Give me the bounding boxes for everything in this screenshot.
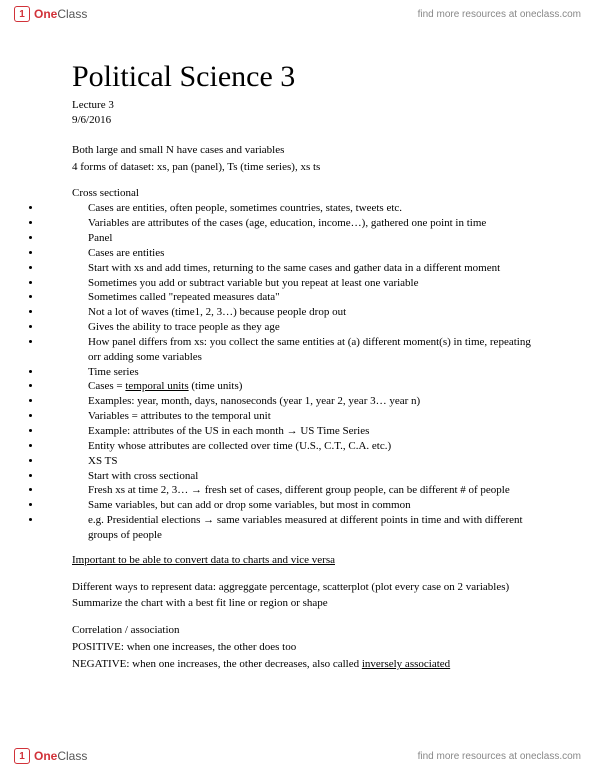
list-item: Fresh xs at time 2, 3… → fresh set of ca… <box>42 483 539 498</box>
brand-logo-footer: 1 OneClass <box>14 748 87 764</box>
lecture-date: 9/6/2016 <box>72 113 539 128</box>
logo-text-one: One <box>34 749 57 763</box>
underlined-text: temporal units <box>125 380 188 392</box>
list-item: Examples: year, month, days, nanoseconds… <box>42 394 539 409</box>
text-fragment: (time units) <box>189 380 243 392</box>
list-item: Cases are entities <box>42 246 539 261</box>
page-title: Political Science 3 <box>72 60 539 94</box>
logo-icon: 1 <box>14 748 30 764</box>
list-item: Cases = temporal units (time units) <box>42 379 539 394</box>
list-item: Panel <box>42 231 539 246</box>
list-item: Gives the ability to trace people as the… <box>42 320 539 335</box>
bullet-text: Gives the ability to trace people as the… <box>88 320 539 335</box>
bullet-text: Variables = attributes to the temporal u… <box>88 409 539 424</box>
bullet-text: Cases = temporal units (time units) <box>88 379 539 394</box>
list-item: Same variables, but can add or drop some… <box>42 498 539 513</box>
negative-def: NEGATIVE: when one increases, the other … <box>72 657 539 672</box>
underlined-text: inversely associated <box>362 658 450 670</box>
list-item: Cases are entities, often people, someti… <box>42 201 539 216</box>
list-item: Not a lot of waves (time1, 2, 3…) becaus… <box>42 305 539 320</box>
list-item: XS TS <box>42 454 539 469</box>
bullet-text: How panel differs from xs: you collect t… <box>88 335 539 365</box>
intro-line-1: Both large and small N have cases and va… <box>72 143 539 158</box>
bullet-text: Start with cross sectional <box>88 469 539 484</box>
header-resources-link[interactable]: find more resources at oneclass.com <box>418 9 581 20</box>
bullet-text: Cases are entities, often people, someti… <box>88 201 539 216</box>
list-item: Start with cross sectional <box>42 469 539 484</box>
list-item: How panel differs from xs: you collect t… <box>42 335 539 365</box>
section-correlation: Correlation / association <box>72 623 539 638</box>
bullet-text: Examples: year, month, days, nanoseconds… <box>88 394 539 409</box>
paragraph: Summarize the chart with a best fit line… <box>72 596 539 611</box>
list-item: e.g. Presidential elections → same varia… <box>42 513 539 543</box>
bullet-text: Fresh xs at time 2, 3… → fresh set of ca… <box>88 483 539 498</box>
positive-def: POSITIVE: when one increases, the other … <box>72 640 539 655</box>
bullet-text: Start with xs and add times, returning t… <box>88 261 539 276</box>
list-item: Example: attributes of the US in each mo… <box>42 424 539 439</box>
footer-resources-link[interactable]: find more resources at oneclass.com <box>418 751 581 762</box>
bullet-text: Sometimes called "repeated measures data… <box>88 290 539 305</box>
footer-bar: 1 OneClass find more resources at onecla… <box>0 742 595 770</box>
underlined-text: Important to be able to convert data to … <box>72 554 335 566</box>
header-bar: 1 OneClass find more resources at onecla… <box>0 0 595 28</box>
section-time-series: Time series <box>88 365 539 380</box>
brand-logo: 1 OneClass <box>14 6 87 22</box>
bullet-list: Cases are entities, often people, someti… <box>42 201 539 542</box>
section-cross-sectional: Cross sectional <box>72 186 539 201</box>
intro-line-2: 4 forms of dataset: xs, pan (panel), Ts … <box>72 160 539 175</box>
list-item: Time series <box>42 365 539 380</box>
lecture-number: Lecture 3 <box>72 98 539 113</box>
lecture-meta: Lecture 3 9/6/2016 <box>72 98 539 129</box>
bullet-text: Variables are attributes of the cases (a… <box>88 216 539 231</box>
bullet-text: Entity whose attributes are collected ov… <box>88 439 539 454</box>
logo-text-one: One <box>34 7 57 21</box>
list-item: Start with xs and add times, returning t… <box>42 261 539 276</box>
bullet-text: e.g. Presidential elections → same varia… <box>88 513 539 543</box>
text-fragment: Cases = <box>88 380 125 392</box>
text-fragment: NEGATIVE: when one increases, the other … <box>72 658 362 670</box>
list-item: Sometimes you add or subtract variable b… <box>42 276 539 291</box>
bullet-text: Cases are entities <box>88 246 539 261</box>
logo-text: OneClass <box>34 749 87 763</box>
logo-text-class: Class <box>57 7 87 21</box>
bullet-text: Sometimes you add or subtract variable b… <box>88 276 539 291</box>
paragraph: Different ways to represent data: aggreg… <box>72 580 539 595</box>
document-body: Political Science 3 Lecture 3 9/6/2016 B… <box>72 60 539 730</box>
list-item: Sometimes called "repeated measures data… <box>42 290 539 305</box>
list-item: Entity whose attributes are collected ov… <box>42 439 539 454</box>
section-xs-ts: XS TS <box>88 454 539 469</box>
bullet-text: Example: attributes of the US in each mo… <box>88 424 539 439</box>
logo-icon: 1 <box>14 6 30 22</box>
logo-text-class: Class <box>57 749 87 763</box>
section-panel: Panel <box>88 231 539 246</box>
list-item: Variables = attributes to the temporal u… <box>42 409 539 424</box>
important-note: Important to be able to convert data to … <box>72 553 539 568</box>
list-item: Variables are attributes of the cases (a… <box>42 216 539 231</box>
logo-text: OneClass <box>34 7 87 21</box>
bullet-text: Same variables, but can add or drop some… <box>88 498 539 513</box>
bullet-text: Not a lot of waves (time1, 2, 3…) becaus… <box>88 305 539 320</box>
